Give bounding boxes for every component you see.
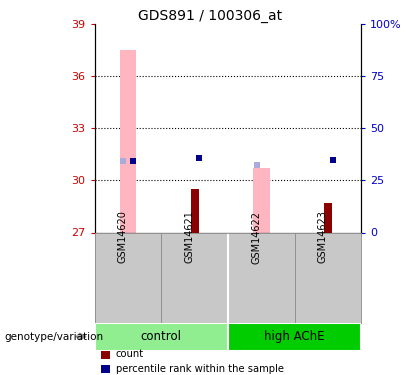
Text: count: count xyxy=(116,350,144,359)
Text: control: control xyxy=(141,330,182,343)
Bar xyxy=(191,189,199,232)
Text: percentile rank within the sample: percentile rank within the sample xyxy=(116,364,284,374)
Bar xyxy=(120,50,136,232)
Text: GSM14621: GSM14621 xyxy=(184,211,194,263)
Bar xyxy=(94,322,228,351)
Bar xyxy=(324,203,332,232)
Text: GSM14623: GSM14623 xyxy=(318,211,328,263)
Bar xyxy=(101,351,110,359)
Text: GSM14622: GSM14622 xyxy=(251,210,261,264)
Text: GDS891 / 100306_at: GDS891 / 100306_at xyxy=(138,9,282,23)
Bar xyxy=(228,322,361,351)
Text: high AChE: high AChE xyxy=(264,330,325,343)
Bar xyxy=(253,168,270,232)
Bar xyxy=(101,365,110,373)
Text: GSM14620: GSM14620 xyxy=(118,211,128,263)
Text: genotype/variation: genotype/variation xyxy=(4,332,103,342)
